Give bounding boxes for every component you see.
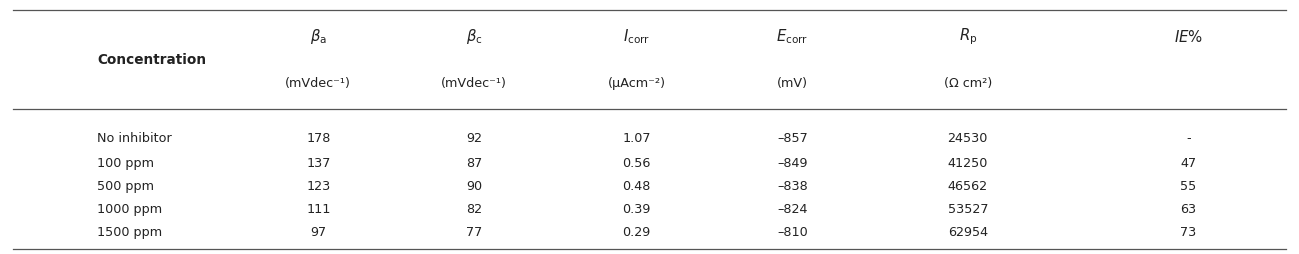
Text: $I_{\mathregular{corr}}$: $I_{\mathregular{corr}}$: [624, 27, 650, 46]
Text: 82: 82: [466, 203, 482, 216]
Text: –838: –838: [777, 180, 808, 193]
Text: 500 ppm: 500 ppm: [97, 180, 155, 193]
Text: 92: 92: [466, 132, 482, 145]
Text: 0.39: 0.39: [622, 203, 651, 216]
Text: 46562: 46562: [948, 180, 987, 193]
Text: 178: 178: [307, 132, 330, 145]
Text: 111: 111: [307, 203, 330, 216]
Text: Concentration: Concentration: [97, 53, 207, 67]
Text: (mV): (mV): [777, 77, 808, 90]
Text: 90: 90: [466, 180, 482, 193]
Text: 87: 87: [466, 157, 482, 170]
Text: –849: –849: [777, 157, 808, 170]
Text: 0.48: 0.48: [622, 180, 651, 193]
Text: 1500 ppm: 1500 ppm: [97, 226, 162, 239]
Text: $\mathit{IE\%}$: $\mathit{IE\%}$: [1174, 29, 1203, 45]
Text: –857: –857: [777, 132, 808, 145]
Text: (Ω cm²): (Ω cm²): [943, 77, 992, 90]
Text: No inhibitor: No inhibitor: [97, 132, 173, 145]
Text: 62954: 62954: [948, 226, 987, 239]
Text: $\beta_{\mathregular{c}}$: $\beta_{\mathregular{c}}$: [466, 27, 482, 46]
Text: 24530: 24530: [947, 132, 989, 145]
Text: 1.07: 1.07: [622, 132, 651, 145]
Text: 0.56: 0.56: [622, 157, 651, 170]
Text: 63: 63: [1181, 203, 1196, 216]
Text: 0.29: 0.29: [622, 226, 651, 239]
Text: 100 ppm: 100 ppm: [97, 157, 155, 170]
Text: 77: 77: [466, 226, 482, 239]
Text: 55: 55: [1181, 180, 1196, 193]
Text: $E_{\mathregular{corr}}$: $E_{\mathregular{corr}}$: [777, 27, 808, 46]
Text: –824: –824: [777, 203, 808, 216]
Text: -: -: [1186, 132, 1191, 145]
Text: 123: 123: [307, 180, 330, 193]
Text: –810: –810: [777, 226, 808, 239]
Text: 1000 ppm: 1000 ppm: [97, 203, 162, 216]
Text: 137: 137: [307, 157, 330, 170]
Text: 53527: 53527: [947, 203, 989, 216]
Text: 47: 47: [1181, 157, 1196, 170]
Text: (mVdec⁻¹): (mVdec⁻¹): [286, 77, 351, 90]
Text: $R_{\mathregular{p}}$: $R_{\mathregular{p}}$: [959, 26, 977, 47]
Text: (mVdec⁻¹): (mVdec⁻¹): [442, 77, 507, 90]
Text: 97: 97: [310, 226, 326, 239]
Text: (μAcm⁻²): (μAcm⁻²): [608, 77, 665, 90]
Text: 41250: 41250: [947, 157, 989, 170]
Text: 73: 73: [1181, 226, 1196, 239]
Text: $\beta_{\mathregular{a}}$: $\beta_{\mathregular{a}}$: [309, 27, 327, 46]
